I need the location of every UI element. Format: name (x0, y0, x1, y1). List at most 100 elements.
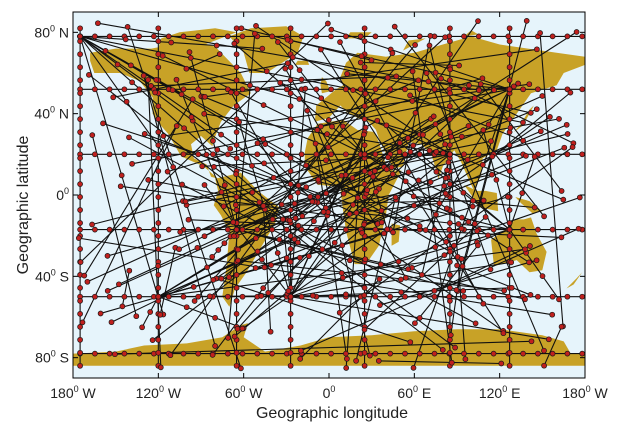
network-node (415, 177, 422, 184)
network-node (328, 350, 334, 357)
network-node (251, 30, 258, 37)
edge-random (299, 278, 380, 360)
network-node (263, 68, 270, 75)
network-node (361, 221, 367, 228)
network-node (92, 350, 98, 357)
network-node (77, 142, 83, 148)
network-node (108, 319, 115, 326)
network-node (372, 151, 379, 158)
edge-random (262, 205, 272, 332)
network-node (122, 36, 129, 43)
edge-random (120, 185, 382, 223)
network-node (136, 226, 143, 233)
network-node (155, 168, 162, 174)
network-node (210, 277, 217, 283)
network-node (287, 90, 294, 97)
network-node (564, 350, 571, 357)
network-node (461, 151, 467, 158)
network-node (77, 38, 83, 45)
network-node (155, 38, 162, 45)
network-node (432, 244, 439, 250)
network-node (370, 173, 376, 180)
network-node (155, 285, 162, 291)
network-node (465, 219, 472, 225)
network-node (298, 76, 305, 83)
edge-random (412, 71, 453, 363)
continent-novaya-zemlya (403, 38, 426, 51)
network-node (216, 51, 223, 57)
network-node (309, 198, 316, 205)
network-node (254, 350, 261, 357)
network-node (447, 66, 454, 73)
network-node (77, 207, 83, 213)
network-node (106, 350, 113, 357)
network-node (465, 123, 472, 129)
edge-random (355, 197, 397, 361)
network-node (411, 202, 417, 209)
network-node (191, 298, 198, 304)
edge-random (360, 61, 460, 67)
network-node (490, 350, 497, 357)
network-node (155, 263, 161, 269)
edge-random (306, 110, 371, 356)
network-node (302, 85, 309, 92)
network-node (295, 189, 301, 196)
network-node (298, 33, 305, 40)
network-node (209, 352, 216, 358)
network-node (387, 350, 394, 357)
x-tick-label: 1800 W (562, 384, 608, 401)
network-node (371, 168, 378, 174)
network-node (299, 213, 306, 219)
network-node (218, 275, 225, 282)
network-node (304, 107, 311, 114)
edge-random (121, 270, 130, 307)
network-node (239, 350, 246, 357)
network-node (295, 239, 301, 246)
network-node (145, 76, 151, 83)
edge-hub (204, 184, 292, 298)
network-node (220, 203, 227, 210)
network-node (427, 179, 434, 185)
network-node (575, 225, 582, 232)
network-node (336, 309, 343, 316)
network-node (239, 293, 246, 300)
network-node (485, 232, 491, 239)
network-node (313, 86, 320, 93)
network-node (383, 122, 390, 129)
network-node (287, 155, 294, 161)
network-node (490, 33, 497, 40)
network-node (235, 246, 241, 253)
network-node (488, 138, 494, 145)
network-node (549, 350, 556, 357)
network-node (558, 234, 565, 241)
network-node (430, 113, 437, 120)
network-node (296, 67, 303, 73)
network-node (287, 129, 294, 135)
network-node (155, 246, 162, 252)
network-node (407, 149, 414, 155)
network-node (260, 136, 266, 142)
network-node (343, 33, 349, 40)
network-node (315, 194, 321, 200)
network-node (121, 151, 128, 158)
network-node (560, 196, 567, 203)
network-node (79, 319, 86, 326)
network-node (136, 151, 143, 158)
network-node (409, 68, 416, 75)
edge-random (233, 220, 291, 237)
network-node (416, 86, 423, 93)
network-node (391, 23, 398, 30)
network-node (287, 77, 294, 84)
network-node (325, 117, 332, 123)
network-node (416, 223, 423, 229)
network-node (389, 171, 396, 177)
network-node (579, 33, 586, 40)
network-node (501, 287, 508, 294)
network-node (500, 330, 507, 337)
edge-random (543, 326, 563, 366)
network-node (202, 93, 208, 100)
edge-random (392, 35, 431, 233)
network-node (106, 293, 113, 300)
network-node (165, 293, 172, 300)
network-node (409, 98, 416, 104)
